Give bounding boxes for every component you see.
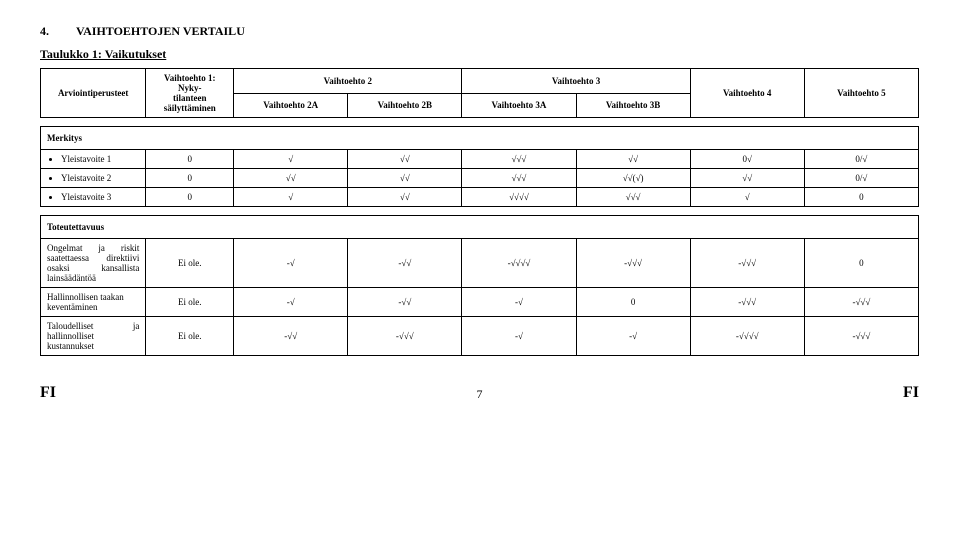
- cell: -√√: [348, 288, 462, 317]
- table-row: Ongelmat ja riskit saatettaessa direktii…: [41, 239, 919, 288]
- section-number: 4.: [40, 24, 49, 39]
- cell: √: [234, 188, 348, 207]
- cell: -√√: [348, 239, 462, 288]
- row-label: Taloudelliset ja hallinnolliset kustannu…: [41, 317, 146, 356]
- cell: 0/√: [804, 150, 918, 169]
- cell: √√√: [462, 169, 576, 188]
- cell: -√: [462, 317, 576, 356]
- cell: 0: [804, 188, 918, 207]
- cell: Ei ole.: [146, 239, 234, 288]
- cell: -√: [234, 239, 348, 288]
- section-merkitys: Merkitys: [41, 127, 919, 150]
- footer-left: FI: [40, 384, 56, 402]
- row-label: Yleistavoite 3: [61, 192, 139, 202]
- cell: -√√√: [804, 288, 918, 317]
- header-option2: Vaihtoehto 2: [234, 69, 462, 94]
- table-row: Taloudelliset ja hallinnolliset kustannu…: [41, 317, 919, 356]
- cell: 0√: [690, 150, 804, 169]
- row-label: Ongelmat ja riskit saatettaessa direktii…: [41, 239, 146, 288]
- row-label: Yleistavoite 2: [61, 173, 139, 183]
- spacer: [41, 118, 919, 127]
- header-option3: Vaihtoehto 3: [462, 69, 690, 94]
- cell: -√√√: [690, 239, 804, 288]
- cell: -√√√: [690, 288, 804, 317]
- header-option3a: Vaihtoehto 3A: [462, 93, 576, 118]
- header-criteria: Arviointiperusteet: [41, 69, 146, 118]
- cell: -√: [462, 288, 576, 317]
- cell: -√√√: [348, 317, 462, 356]
- cell: √√: [234, 169, 348, 188]
- table-row: Yleistavoite 3 0 √ √√ √√√√ √√√ √ 0: [41, 188, 919, 207]
- cell: √: [690, 188, 804, 207]
- header-option2b: Vaihtoehto 2B: [348, 93, 462, 118]
- cell: √√√√: [462, 188, 576, 207]
- footer-right: FI: [903, 384, 919, 402]
- cell: -√√√√: [690, 317, 804, 356]
- page-footer: FI 7 FI: [40, 384, 919, 402]
- cell: -√√√: [804, 317, 918, 356]
- table-title: Taulukko 1: Vaikutukset: [40, 47, 919, 62]
- cell: 0: [146, 169, 234, 188]
- cell: Ei ole.: [146, 317, 234, 356]
- cell: √√: [348, 150, 462, 169]
- cell: √√√: [576, 188, 690, 207]
- cell: √√(√): [576, 169, 690, 188]
- cell: -√: [576, 317, 690, 356]
- header-option4: Vaihtoehto 4: [690, 69, 804, 118]
- header-option3b: Vaihtoehto 3B: [576, 93, 690, 118]
- table-row: Yleistavoite 2 0 √√ √√ √√√ √√(√) √√ 0/√: [41, 169, 919, 188]
- section-toteutettavuus: Toteutettavuus: [41, 216, 919, 239]
- cell: √√√: [462, 150, 576, 169]
- section-heading: 4. VAIHTOEHTOJEN VERTAILU: [40, 24, 919, 39]
- cell: 0: [146, 150, 234, 169]
- comparison-table: Arviointiperusteet Vaihtoehto 1: Nyky- t…: [40, 68, 919, 356]
- cell: 0: [804, 239, 918, 288]
- cell: √: [234, 150, 348, 169]
- row-label: Yleistavoite 1: [61, 154, 139, 164]
- header-option1: Vaihtoehto 1: Nyky- tilanteen säilyttämi…: [146, 69, 234, 118]
- cell: 0: [576, 288, 690, 317]
- header-option5: Vaihtoehto 5: [804, 69, 918, 118]
- footer-page-number: 7: [477, 387, 483, 402]
- cell: -√√√: [576, 239, 690, 288]
- row-label: Hallinnollisen taakan keventäminen: [41, 288, 146, 317]
- cell: -√√: [234, 317, 348, 356]
- cell: -√√√√: [462, 239, 576, 288]
- cell: Ei ole.: [146, 288, 234, 317]
- table-row: Yleistavoite 1 0 √ √√ √√√ √√ 0√ 0/√: [41, 150, 919, 169]
- cell: 0: [146, 188, 234, 207]
- cell: √√: [348, 169, 462, 188]
- section-title: VAIHTOEHTOJEN VERTAILU: [76, 24, 245, 38]
- cell: 0/√: [804, 169, 918, 188]
- cell: √√: [348, 188, 462, 207]
- cell: √√: [576, 150, 690, 169]
- table-row: Hallinnollisen taakan keventäminen Ei ol…: [41, 288, 919, 317]
- header-option2a: Vaihtoehto 2A: [234, 93, 348, 118]
- cell: √√: [690, 169, 804, 188]
- spacer: [41, 207, 919, 216]
- cell: -√: [234, 288, 348, 317]
